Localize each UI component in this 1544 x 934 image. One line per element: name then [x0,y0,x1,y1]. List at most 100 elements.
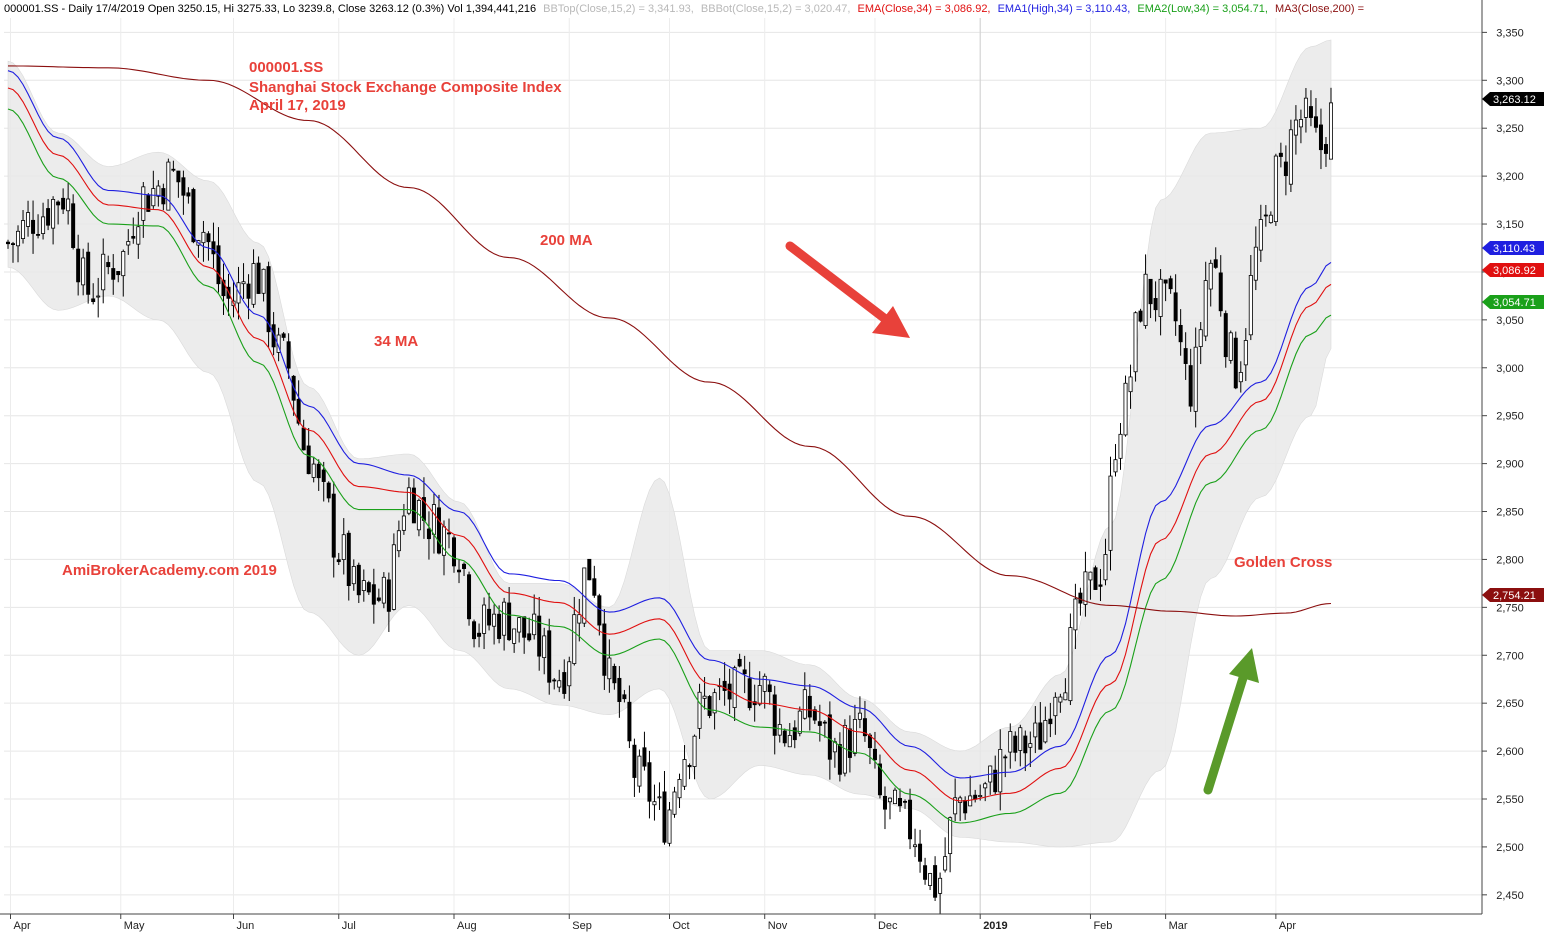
candle-down [662,791,667,843]
candle-down [933,865,938,898]
candle-up [1258,219,1263,251]
candle-down [221,279,226,297]
candle-up [502,601,507,636]
candle-up [151,188,156,207]
candle-down [737,658,742,667]
candle-down [1048,718,1053,725]
candle-down [647,762,652,802]
candle-up [787,735,792,748]
candle-down [622,694,627,700]
y-tick-label: 2,800 [1496,554,1524,566]
candle-down [522,616,527,638]
candle-up [341,534,346,560]
y-tick-label: 2,450 [1496,890,1524,902]
annotation-200ma: 200 MA [540,232,593,249]
candle-down [171,168,176,171]
candle-down [837,744,842,775]
candle-down [1168,278,1173,290]
header-line: 000001.SS - Daily 17/4/2019 Open 3250.15… [4,3,1364,15]
badge-label: 3,110.43 [1493,243,1535,255]
y-tick-label: 2,750 [1496,602,1524,614]
candle-down [1223,313,1228,358]
candle-up [928,873,933,886]
candle-down [1263,214,1268,217]
candle-down [56,201,61,206]
ema-high-badge: 3,110.43 [1482,241,1544,255]
candle-down [181,177,186,196]
candle-up [96,295,101,298]
candle-down [457,569,462,573]
candle-down [1178,324,1183,343]
candle-up [757,685,762,705]
candle-up [948,817,953,855]
candle-down [467,574,472,620]
candle-down [436,507,441,554]
candle-down [6,241,11,245]
candle-up [381,576,386,604]
candle-down [1318,124,1323,151]
ema_close-line [7,87,1332,802]
close-badge: 3,263.12 [1482,92,1544,106]
candle-down [111,268,116,280]
candle-up [557,680,562,688]
candle-up [732,667,737,708]
candle-down [477,632,482,637]
header-ma3: MA3(Close,200) = [1275,3,1364,15]
candle-up [1158,278,1163,317]
candle-up [101,253,106,291]
candle-up [1293,119,1298,136]
candle-down [597,595,602,626]
candle-up [567,661,572,687]
candle-up [26,212,31,227]
candle-up [156,185,161,197]
candle-up [1108,475,1113,551]
x-tick-label: Feb [1093,920,1112,932]
candle-down [627,701,632,742]
candle-down [76,248,81,283]
candle-up [311,463,316,478]
candle-down [827,714,832,760]
candle-down [186,192,191,197]
candle-up [667,809,672,844]
candle-down [923,865,928,880]
candle-down [1153,298,1158,311]
candle-down [371,584,376,605]
candle-down [211,241,216,255]
header-bbbot: BBBot(Close,15,2) = 3,020.47, [701,3,851,15]
candle-down [1213,259,1218,268]
x-tick-label: Aug [457,920,477,932]
ma200-line [8,65,1332,617]
candle-down [537,615,542,657]
annotation-34ma: 34 MA [374,333,418,350]
candle-down [376,597,381,601]
candle-down [446,532,451,535]
candle-down [452,537,457,567]
candle-up [1118,433,1123,459]
candle-up [692,735,697,767]
candle-down [642,747,647,767]
candle-down [742,669,747,675]
candle-up [762,675,767,692]
candle-up [852,719,857,754]
candle-up [1043,720,1048,743]
y-tick-label: 2,500 [1496,842,1524,854]
candle-up [1073,598,1078,631]
candle-up [361,580,366,591]
candle-up [1028,743,1033,748]
candle-down [1313,116,1318,128]
candle-up [542,635,547,659]
candle-down [61,197,66,210]
x-axis: Apr May Jun Jul Aug Sep Oct Nov Dec 2019 Feb Mar Apr [0,913,1482,932]
candle-down [807,695,812,718]
candle-down [1148,278,1153,305]
badge-label: 3,086.92 [1493,265,1536,277]
candle-up [1058,696,1063,703]
candle-up [943,856,948,871]
header-title: 000001.SS - Daily 17/4/2019 Open 3250.15… [4,3,536,15]
candle-down [11,243,16,245]
candle-up [607,657,612,680]
candle-down [782,730,787,744]
candle-down [877,763,882,796]
candle-down [426,528,431,540]
candle-up [697,691,702,729]
